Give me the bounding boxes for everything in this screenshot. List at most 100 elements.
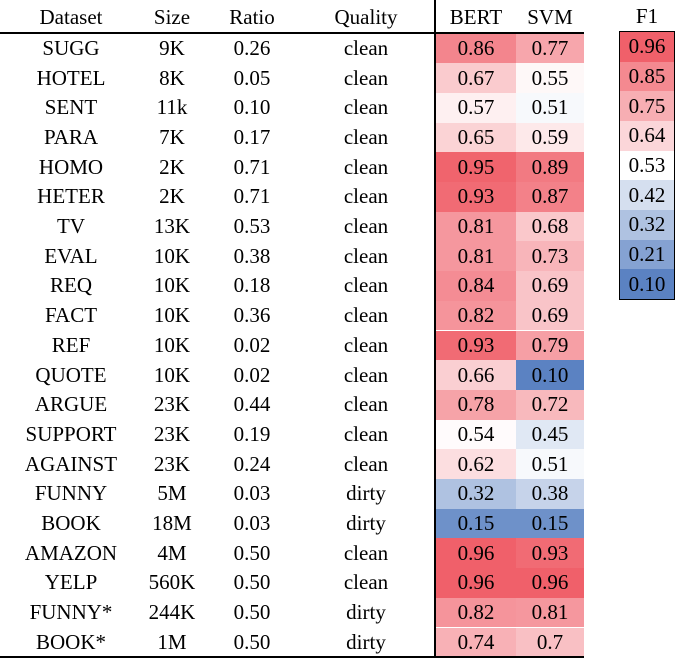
ratio-cell: 0.02 (233, 362, 271, 387)
ratio-cell: 0.50 (233, 570, 271, 595)
bert-f1-cell: 0.78 (436, 389, 516, 420)
bert-f1-cell: 0.96 (436, 568, 516, 598)
size-cell: 18M (152, 511, 192, 536)
legend-tick: 0.53 (620, 150, 674, 181)
bert-f1-cell: 0.82 (436, 597, 516, 628)
ratio-cell: 0.53 (233, 214, 271, 239)
header-size: Size (153, 5, 191, 30)
size-cell: 11k (156, 95, 188, 120)
table-row: FUNNY 5M 0.03 dirty 0.32 0.38 (0, 479, 584, 509)
table-row: HOTEL 8K 0.05 clean 0.67 0.55 (0, 63, 584, 93)
legend-title: F1 (635, 4, 659, 28)
bert-f1-cell: 0.81 (436, 211, 516, 242)
ratio-cell: 0.38 (233, 243, 271, 268)
bert-f1-cell: 0.74 (436, 627, 516, 658)
bert-f1-cell: 0.54 (436, 419, 516, 450)
ratio-cell: 0.03 (233, 481, 271, 506)
svm-f1-cell: 0.81 (516, 597, 584, 628)
ratio-cell: 0.10 (233, 95, 271, 120)
svm-f1-cell: 0.51 (516, 92, 584, 123)
bert-f1-cell: 0.95 (436, 152, 516, 182)
header-dataset: Dataset (39, 5, 103, 30)
quality-cell: clean (343, 362, 389, 387)
header-rule (0, 32, 584, 34)
bert-f1-cell: 0.82 (436, 300, 516, 331)
bottom-rule (0, 656, 584, 658)
size-cell: 8K (159, 65, 185, 90)
svm-f1-cell: 0.87 (516, 182, 584, 212)
svm-f1-cell: 0.93 (516, 538, 584, 569)
size-cell: 4M (157, 540, 187, 565)
bert-f1-cell: 0.84 (436, 271, 516, 301)
table-row: BOOK 18M 0.03 dirty 0.15 0.15 (0, 508, 584, 539)
bert-f1-cell: 0.86 (436, 33, 516, 64)
svm-f1-cell: 0.59 (516, 122, 584, 153)
bert-f1-cell: 0.62 (436, 449, 516, 479)
svm-f1-cell: 0.55 (516, 63, 584, 93)
header-svm: SVM (527, 5, 573, 30)
ratio-cell: 0.71 (233, 154, 271, 179)
quality-cell: clean (343, 184, 389, 209)
ratio-cell: 0.50 (233, 600, 271, 625)
dataset-cell: EVAL (44, 243, 98, 268)
ratio-cell: 0.36 (233, 303, 271, 328)
dataset-cell: ARGUE (34, 392, 108, 417)
size-cell: 10K (153, 303, 191, 328)
svm-f1-cell: 0.73 (516, 241, 584, 272)
svm-f1-cell: 0.96 (516, 568, 584, 598)
dataset-cell: HOMO (38, 154, 104, 179)
dataset-cell: FACT (44, 303, 98, 328)
size-cell: 244K (148, 600, 196, 625)
quality-cell: clean (343, 124, 389, 149)
table-row: FUNNY* 244K 0.50 dirty 0.82 0.81 (0, 597, 584, 628)
dataset-cell: QUOTE (35, 362, 107, 387)
size-cell: 23K (153, 392, 191, 417)
legend-tick: 0.42 (620, 180, 674, 210)
size-cell: 560K (148, 570, 196, 595)
bert-f1-cell: 0.66 (436, 360, 516, 390)
quality-cell: clean (343, 65, 389, 90)
quality-cell: dirty (346, 481, 386, 506)
svm-f1-cell: 0.68 (516, 211, 584, 242)
table-row: HETER 2K 0.71 clean 0.93 0.87 (0, 182, 584, 212)
table-header-row: Dataset Size Ratio Quality BERT SVM (0, 3, 584, 33)
dataset-cell: SUGG (42, 35, 100, 60)
quality-cell: clean (343, 35, 389, 60)
bert-f1-cell: 0.15 (436, 508, 516, 539)
size-cell: 23K (153, 421, 191, 446)
legend-tick: 0.75 (620, 91, 674, 121)
legend-scale: 0.96 0.85 0.75 0.64 0.53 0.42 0.32 0.21 0.10 (619, 31, 675, 300)
quality-cell: clean (343, 95, 389, 120)
size-cell: 1M (157, 629, 187, 654)
quality-cell: dirty (346, 600, 386, 625)
table-row: EVAL 10K 0.38 clean 0.81 0.73 (0, 241, 584, 272)
svm-f1-cell: 0.51 (516, 449, 584, 479)
quality-cell: clean (343, 214, 389, 239)
header-quality: Quality (334, 5, 398, 30)
table-row: AGAINST 23K 0.24 clean 0.62 0.51 (0, 449, 584, 479)
size-cell: 10K (153, 273, 191, 298)
quality-cell: clean (343, 303, 389, 328)
dataset-cell: AMAZON (24, 540, 118, 565)
table-row: REF 10K 0.02 clean 0.93 0.79 (0, 330, 584, 361)
dataset-cell: REQ (50, 273, 92, 298)
svm-f1-cell: 0.45 (516, 419, 584, 450)
bert-f1-cell: 0.93 (436, 330, 516, 361)
dataset-cell: REF (51, 332, 91, 357)
table-row: YELP 560K 0.50 clean 0.96 0.96 (0, 568, 584, 598)
table-row: AMAZON 4M 0.50 clean 0.96 0.93 (0, 538, 584, 569)
table-row: FACT 10K 0.36 clean 0.82 0.69 (0, 300, 584, 331)
ratio-cell: 0.50 (233, 629, 271, 654)
quality-cell: clean (343, 332, 389, 357)
size-cell: 23K (153, 451, 191, 476)
size-cell: 10K (153, 332, 191, 357)
dataset-cell: HETER (37, 184, 105, 209)
table-row: REQ 10K 0.18 clean 0.84 0.69 (0, 271, 584, 301)
quality-cell: dirty (346, 629, 386, 654)
dataset-cell: SENT (44, 95, 98, 120)
size-cell: 10K (153, 243, 191, 268)
ratio-cell: 0.19 (233, 421, 271, 446)
svm-f1-cell: 0.10 (516, 360, 584, 390)
size-cell: 9K (159, 35, 185, 60)
quality-cell: clean (343, 540, 389, 565)
